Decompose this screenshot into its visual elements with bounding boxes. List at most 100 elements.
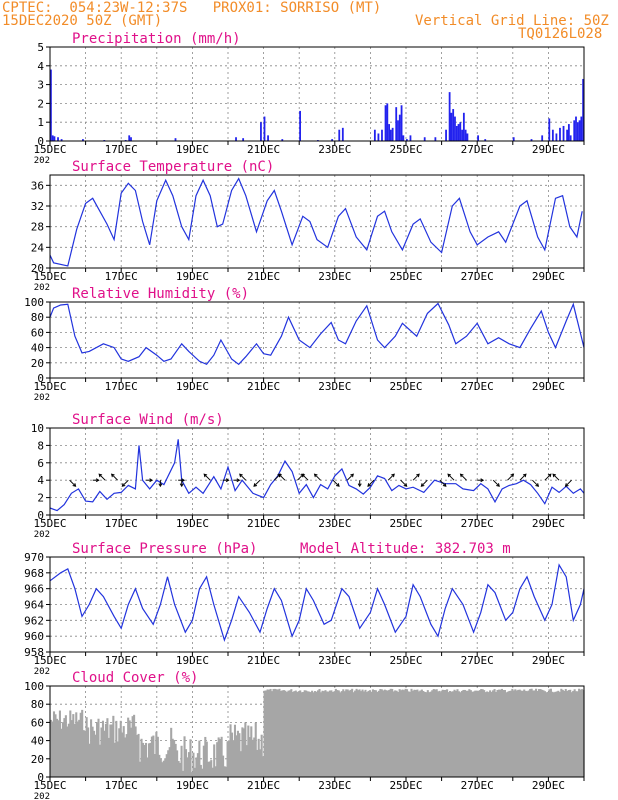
cloud-bar	[242, 728, 245, 777]
wind-vector	[357, 480, 362, 488]
cloud-bar	[291, 692, 294, 777]
precip-bar	[582, 78, 585, 141]
cloud-bar	[395, 690, 398, 777]
y-tick-label: 958	[24, 646, 44, 659]
x-tick-label: 23DEC	[318, 380, 351, 393]
cloud-bar	[127, 717, 130, 777]
wind-vector	[233, 478, 241, 483]
cloud-bar	[232, 740, 235, 777]
precip-bar	[174, 138, 177, 141]
cloud-bar	[492, 690, 495, 777]
cloud-bar	[278, 688, 281, 777]
cloud-bar	[153, 753, 156, 777]
x-tick-label: 29DEC	[532, 270, 565, 283]
wind-vector-shaft	[439, 479, 447, 487]
cloud-bar	[155, 731, 158, 777]
wind-vector-head	[357, 483, 362, 488]
wind-vector	[178, 478, 186, 483]
cloud-bar	[78, 719, 81, 777]
cloud-bar	[561, 689, 564, 777]
cloud-bar	[256, 749, 259, 777]
x-tick-label: 17DEC	[105, 380, 138, 393]
cloud-bar	[404, 688, 407, 777]
cloud-bar	[133, 714, 136, 777]
precip-bar	[51, 135, 54, 141]
cloud-bar	[217, 737, 220, 777]
cloud-bar	[118, 728, 121, 777]
wind-vector-head	[121, 483, 126, 487]
wind-vector-shaft	[239, 473, 247, 481]
y-tick-label: 5	[37, 41, 44, 54]
x-tick-label: 17DEC	[105, 517, 138, 530]
cloud-bar	[260, 734, 263, 777]
x-tick-label: 21DEC	[247, 380, 280, 393]
precip-bar	[459, 122, 462, 141]
cloud-bar	[536, 690, 539, 777]
y-tick-label: 962	[24, 614, 44, 627]
x-tick-label: 15DEC	[33, 380, 66, 393]
wind-vector-head	[181, 478, 186, 483]
cloud-bar	[109, 724, 112, 777]
y-tick-label: 8	[37, 439, 44, 452]
cloud-bar	[379, 689, 382, 777]
precip-bar	[548, 118, 551, 141]
wind-vector	[519, 473, 527, 481]
wind-vector	[146, 478, 154, 483]
cloud-bar	[302, 691, 305, 777]
cloud-bar	[576, 691, 579, 777]
y-tick-label: 80	[31, 698, 44, 711]
precip-bar	[569, 135, 572, 141]
precip-bar	[50, 69, 52, 141]
cloud-bar	[87, 727, 90, 777]
cloud-bar	[451, 691, 455, 777]
panel-1: 0 1 2 3 4 5 15DEC 17DEC 19DEC 21DEC 23DEC 25DEC 27DE…	[33, 31, 585, 166]
model-altitude-label: Model Altitude: 382.703 m	[300, 541, 511, 557]
cloud-bar	[272, 688, 275, 777]
cloud-bar	[342, 689, 345, 777]
cloud-bar	[128, 720, 131, 777]
cloud-bar	[61, 722, 64, 777]
cloud-bar	[446, 689, 449, 777]
panel-frame	[49, 427, 585, 516]
cloud-bar	[545, 692, 548, 777]
cloud-bar	[226, 741, 229, 777]
y-tick-label: 1	[37, 116, 44, 129]
wind-vector-shaft	[314, 473, 321, 481]
wind-vector-head	[350, 473, 354, 478]
wind-vector	[459, 473, 467, 481]
wind-vector-head	[72, 483, 77, 487]
cloud-bar	[90, 719, 93, 777]
cloud-bar	[394, 690, 397, 777]
cloud-bar	[462, 689, 465, 777]
y-tick-label: 10	[31, 422, 44, 435]
cloud-bar	[449, 690, 452, 777]
y-tick-label: 40	[31, 342, 44, 355]
precip-bar	[580, 116, 583, 141]
cloud-bar	[422, 691, 425, 777]
cloud-bar	[490, 691, 493, 777]
cloud-bar	[521, 690, 524, 777]
cloud-bar	[297, 691, 300, 777]
cloud-bar	[265, 690, 268, 777]
precip-bar	[455, 125, 458, 141]
cloud-bar	[551, 691, 554, 777]
cloud-bar	[493, 689, 496, 777]
cloud-bar	[112, 715, 115, 777]
cloud-bar	[554, 691, 557, 777]
cloud-bar	[115, 720, 118, 777]
precip-bar	[381, 129, 383, 141]
cloud-bar	[306, 691, 309, 777]
cloud-bar	[72, 714, 75, 777]
precip-bar	[530, 139, 533, 141]
cloud-bar	[281, 690, 284, 777]
wind-vector	[400, 479, 408, 487]
x-tick-label: 15DEC	[33, 270, 66, 283]
y-tick-label: 966	[24, 583, 44, 596]
cloud-bar	[184, 749, 188, 777]
cloud-bar	[514, 689, 517, 777]
cloud-bar	[560, 688, 563, 777]
x-tick-label: 29DEC	[532, 779, 565, 792]
cloud-bar	[370, 691, 373, 777]
precip-bar	[397, 120, 399, 141]
precip-bar	[464, 129, 467, 141]
